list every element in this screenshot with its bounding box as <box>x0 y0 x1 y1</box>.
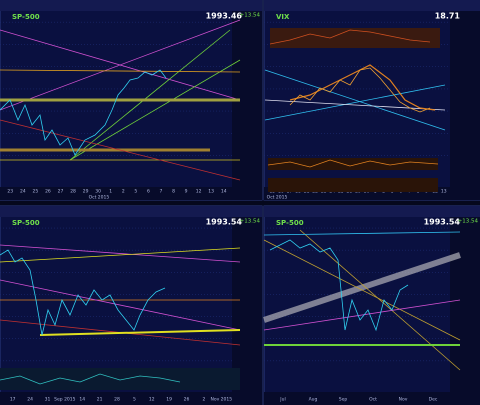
price: 18.71 <box>435 12 461 21</box>
price: 1993.54 <box>424 218 461 227</box>
x-label: 12 <box>196 189 202 195</box>
x-label: 5 <box>134 189 137 195</box>
x-label: 12 <box>149 397 155 403</box>
x-label: Jul <box>279 397 285 403</box>
x-label: 2 <box>202 397 205 403</box>
x-label: 28 <box>114 397 120 403</box>
time-axis <box>0 392 262 405</box>
panel-header <box>0 0 262 11</box>
chart-panel: SP-500 1993.54+13.54 Jul Aug Sep Oct Nov Dec <box>263 205 480 405</box>
drawings-top-left <box>0 19 241 181</box>
symbol: SP-500 <box>276 219 304 227</box>
x-label: 5 <box>133 397 136 403</box>
change: +13.54 <box>240 13 261 19</box>
price-axis <box>232 217 262 392</box>
x-label: Aug <box>309 397 318 403</box>
x-label: Sep <box>339 397 348 403</box>
change: +13.54 <box>240 219 261 225</box>
x-label: 30 <box>95 189 101 195</box>
x-label: 24 <box>20 189 26 195</box>
x-label: 29 <box>83 189 89 195</box>
drawings-bottom-left <box>0 244 241 390</box>
x-label: 28 <box>70 189 76 195</box>
x-label: 23 <box>7 189 13 195</box>
x-label: 2 <box>122 189 125 195</box>
x-label: 31 <box>45 397 51 403</box>
x-label: 27 <box>58 189 64 195</box>
price-axis <box>450 217 480 392</box>
x-label: 17 <box>10 397 16 403</box>
x-label: 1 <box>109 189 112 195</box>
panel-header <box>264 0 480 11</box>
symbol: SP-500 <box>12 219 40 227</box>
x-label: 26 <box>184 397 190 403</box>
time-axis <box>264 392 480 405</box>
x-label: 6 <box>147 189 150 195</box>
time-axis <box>0 187 262 200</box>
panel-header <box>264 206 480 217</box>
x-label: Nov 2015 <box>210 397 232 403</box>
symbol: SP-500 <box>12 13 40 21</box>
x-label: 7 <box>160 189 163 195</box>
period-label: Oct 2015 <box>267 195 288 201</box>
symbol: VIX <box>276 13 290 21</box>
x-label: Nov <box>399 397 408 403</box>
x-label: 14 <box>221 189 227 195</box>
x-label: 24 <box>27 397 33 403</box>
x-label: Sep 2015 <box>54 397 76 403</box>
x-label: 26 <box>45 189 51 195</box>
price: 1993.54 <box>206 218 243 227</box>
x-label: 9 <box>185 189 188 195</box>
x-label: 21 <box>97 397 103 403</box>
drawings-bottom-right <box>263 229 461 371</box>
price-axis <box>450 11 480 187</box>
panel-background <box>263 205 480 405</box>
x-label: 19 <box>166 397 172 403</box>
period-label: Oct 2015 <box>89 195 110 201</box>
panel-header <box>0 206 262 217</box>
drawings-top-right <box>264 28 446 192</box>
x-label: 25 <box>33 189 39 195</box>
drawings <box>0 19 461 390</box>
price: 1993.46 <box>206 12 243 21</box>
x-label: 13 <box>208 189 214 195</box>
x-label: 8 <box>172 189 175 195</box>
x-label: 13 <box>441 189 447 195</box>
x-label: Oct <box>369 397 377 403</box>
x-label: Dec <box>429 397 438 403</box>
x-label: 14 <box>79 397 85 403</box>
change: +13.54 <box>458 219 479 225</box>
